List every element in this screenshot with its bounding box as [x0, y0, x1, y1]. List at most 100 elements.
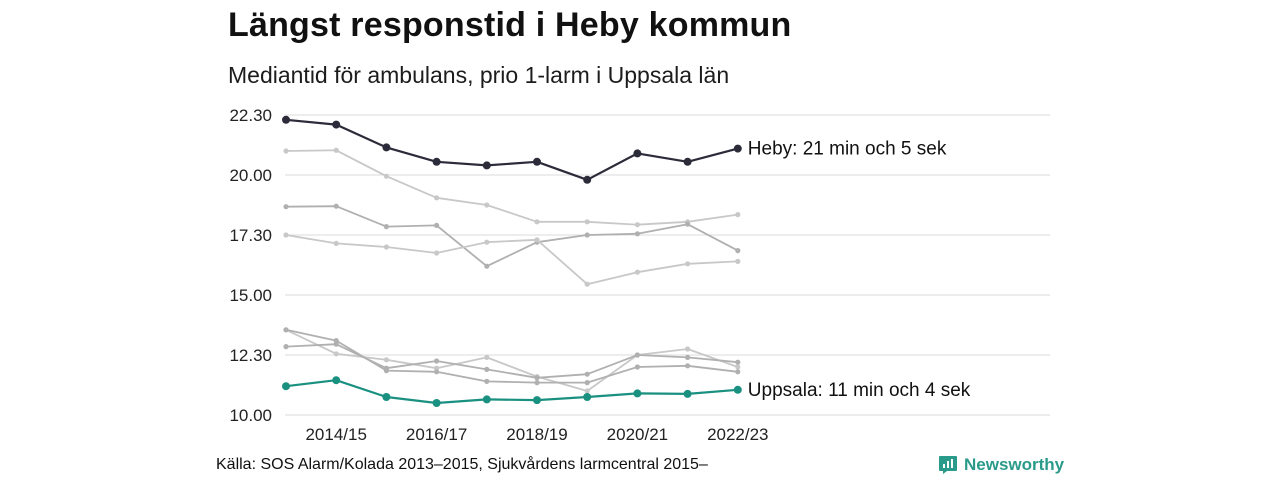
- x-tick-label: 2016/17: [406, 425, 467, 444]
- data-point: [434, 369, 440, 375]
- data-point: [533, 157, 541, 166]
- chart-title: Längst responstid i Heby kommun: [228, 6, 792, 44]
- data-point: [534, 375, 540, 381]
- data-point: [383, 244, 389, 250]
- y-tick-label: 10.00: [229, 406, 272, 425]
- series-line: [285, 205, 739, 268]
- data-point: [584, 219, 590, 225]
- data-point: [282, 382, 290, 391]
- data-point: [383, 173, 389, 179]
- source-note: Källa: SOS Alarm/Kolada 2013–2015, Sjukv…: [216, 456, 708, 473]
- data-point: [484, 263, 490, 269]
- data-point: [434, 365, 440, 371]
- data-point: [484, 239, 490, 245]
- data-point: [583, 393, 592, 401]
- data-point: [332, 376, 341, 385]
- data-point: [283, 204, 289, 210]
- data-point: [434, 195, 440, 201]
- data-point: [533, 396, 541, 405]
- series-line-heby: [285, 118, 739, 181]
- data-point: [634, 352, 641, 358]
- data-point: [383, 357, 389, 363]
- data-point: [283, 232, 289, 238]
- data-point: [584, 232, 590, 238]
- y-tick-label: 22.30: [229, 106, 272, 125]
- data-point: [634, 364, 641, 370]
- data-point: [383, 224, 389, 230]
- bar-chart-icon: [939, 456, 957, 474]
- series-line: [285, 343, 738, 379]
- data-point: [584, 388, 590, 394]
- series-label-uppsala: Uppsala: 11 min och 4 sek: [748, 380, 971, 401]
- data-point: [534, 237, 540, 243]
- data-point: [333, 338, 339, 344]
- series-line: [285, 234, 738, 286]
- data-point: [685, 346, 691, 352]
- data-point: [634, 231, 641, 237]
- data-point: [733, 144, 742, 153]
- data-point: [685, 363, 691, 369]
- data-point: [583, 175, 592, 184]
- x-tick-label: 2014/15: [305, 425, 366, 444]
- data-point: [733, 385, 742, 394]
- data-point: [332, 120, 341, 129]
- data-point: [432, 399, 441, 407]
- data-point: [735, 212, 741, 218]
- data-point: [283, 344, 289, 350]
- data-point: [283, 327, 289, 333]
- x-tick-label: 2018/19: [506, 425, 567, 444]
- x-tick-label: 2022/23: [707, 425, 768, 444]
- data-point: [482, 395, 491, 404]
- data-point: [434, 222, 440, 228]
- y-tick-label: 17.30: [229, 226, 272, 245]
- data-point: [735, 364, 741, 370]
- data-point: [683, 157, 692, 166]
- x-tick-label: 2020/21: [607, 425, 668, 444]
- data-point: [534, 380, 540, 386]
- data-point: [735, 258, 741, 264]
- data-point: [434, 358, 440, 364]
- data-point: [685, 354, 691, 360]
- brand-name: Newsworthy: [964, 455, 1065, 474]
- y-tick-label: 15.00: [229, 286, 272, 305]
- data-point: [584, 371, 590, 377]
- data-point: [484, 202, 490, 208]
- data-point: [382, 393, 391, 401]
- data-point: [484, 378, 490, 384]
- data-point: [382, 143, 391, 152]
- series-line: [285, 149, 738, 226]
- series-labels: Heby: 21 min och 5 sek Uppsala: 11 min oc…: [748, 139, 971, 401]
- data-point: [683, 389, 692, 398]
- data-point: [333, 147, 339, 153]
- series-line-uppsala: [285, 379, 738, 405]
- x-axis-ticks: 2014/15 2016/17 2018/19 2020/21 2022/23: [305, 425, 768, 444]
- data-point: [633, 149, 642, 158]
- data-point: [333, 203, 339, 209]
- data-point: [383, 365, 389, 371]
- data-point: [735, 248, 741, 254]
- series-lines: [282, 115, 742, 407]
- series-label-heby: Heby: 21 min och 5 sek: [748, 139, 947, 160]
- data-point: [484, 354, 490, 360]
- data-point: [482, 161, 491, 170]
- data-point: [633, 389, 642, 398]
- data-point: [333, 240, 339, 246]
- data-point: [634, 222, 641, 228]
- y-tick-label: 12.30: [229, 346, 272, 365]
- chart-subtitle: Mediantid för ambulans, prio 1-larm i Up…: [228, 62, 730, 88]
- y-tick-label: 20.00: [229, 166, 272, 185]
- data-point: [534, 219, 540, 225]
- data-point: [484, 366, 490, 372]
- data-point: [283, 148, 289, 154]
- data-point: [584, 281, 590, 287]
- data-point: [432, 157, 441, 166]
- data-point: [333, 341, 339, 347]
- brand-logo: Newsworthy: [938, 455, 1064, 475]
- gridlines: [285, 114, 1050, 416]
- y-axis-ticks: 10.00 12.30 15.00 17.30 20.00 22.30: [229, 106, 272, 425]
- data-point: [634, 269, 641, 275]
- data-point: [685, 221, 691, 227]
- data-point: [584, 380, 590, 386]
- data-point: [735, 369, 741, 375]
